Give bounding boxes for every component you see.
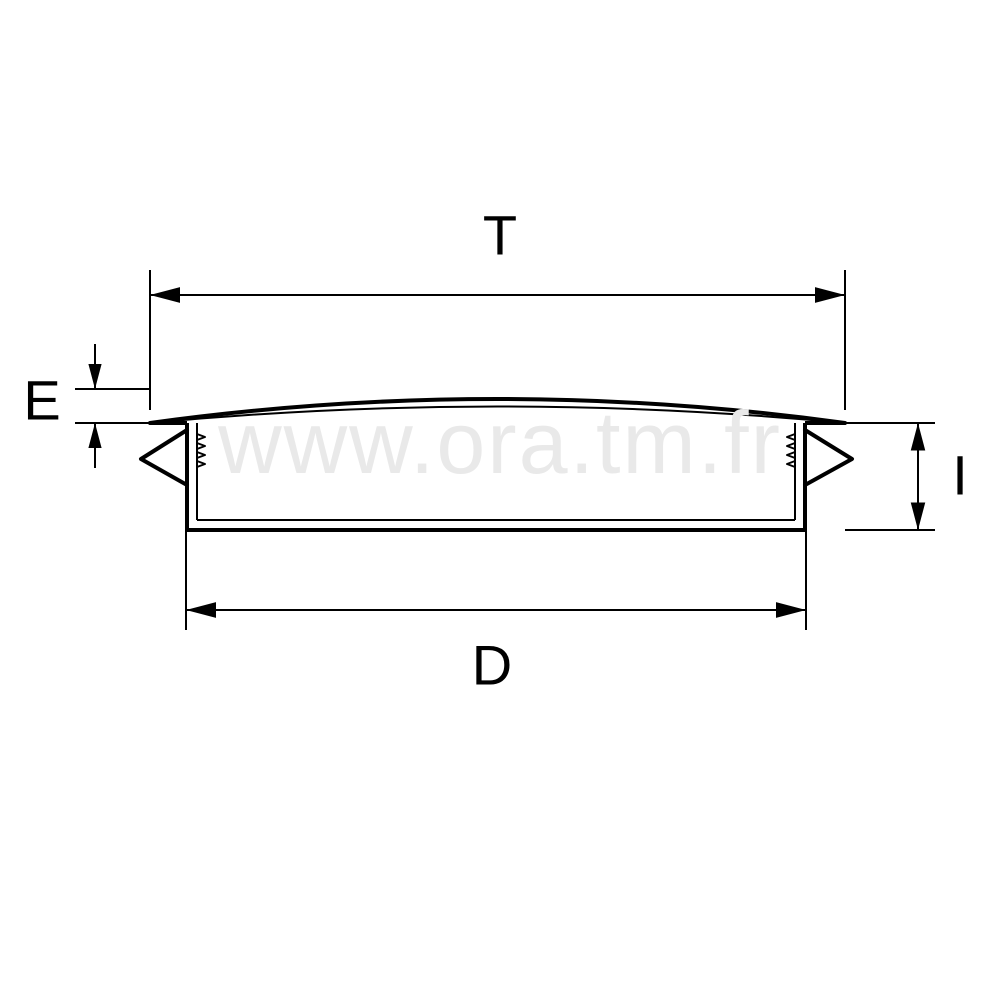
technical-drawing: www.ora.tm.fr T E I D: [0, 0, 1000, 1000]
dimension-I: [845, 423, 935, 530]
dimension-E: [75, 344, 150, 468]
part-profile: [141, 399, 852, 530]
label-I: I: [952, 443, 968, 508]
label-D: D: [472, 633, 512, 698]
drawing-svg: [0, 0, 1000, 1000]
dimension-T: [150, 270, 845, 410]
label-T: T: [483, 203, 517, 268]
label-E: E: [23, 368, 60, 433]
dimension-D: [186, 530, 806, 630]
